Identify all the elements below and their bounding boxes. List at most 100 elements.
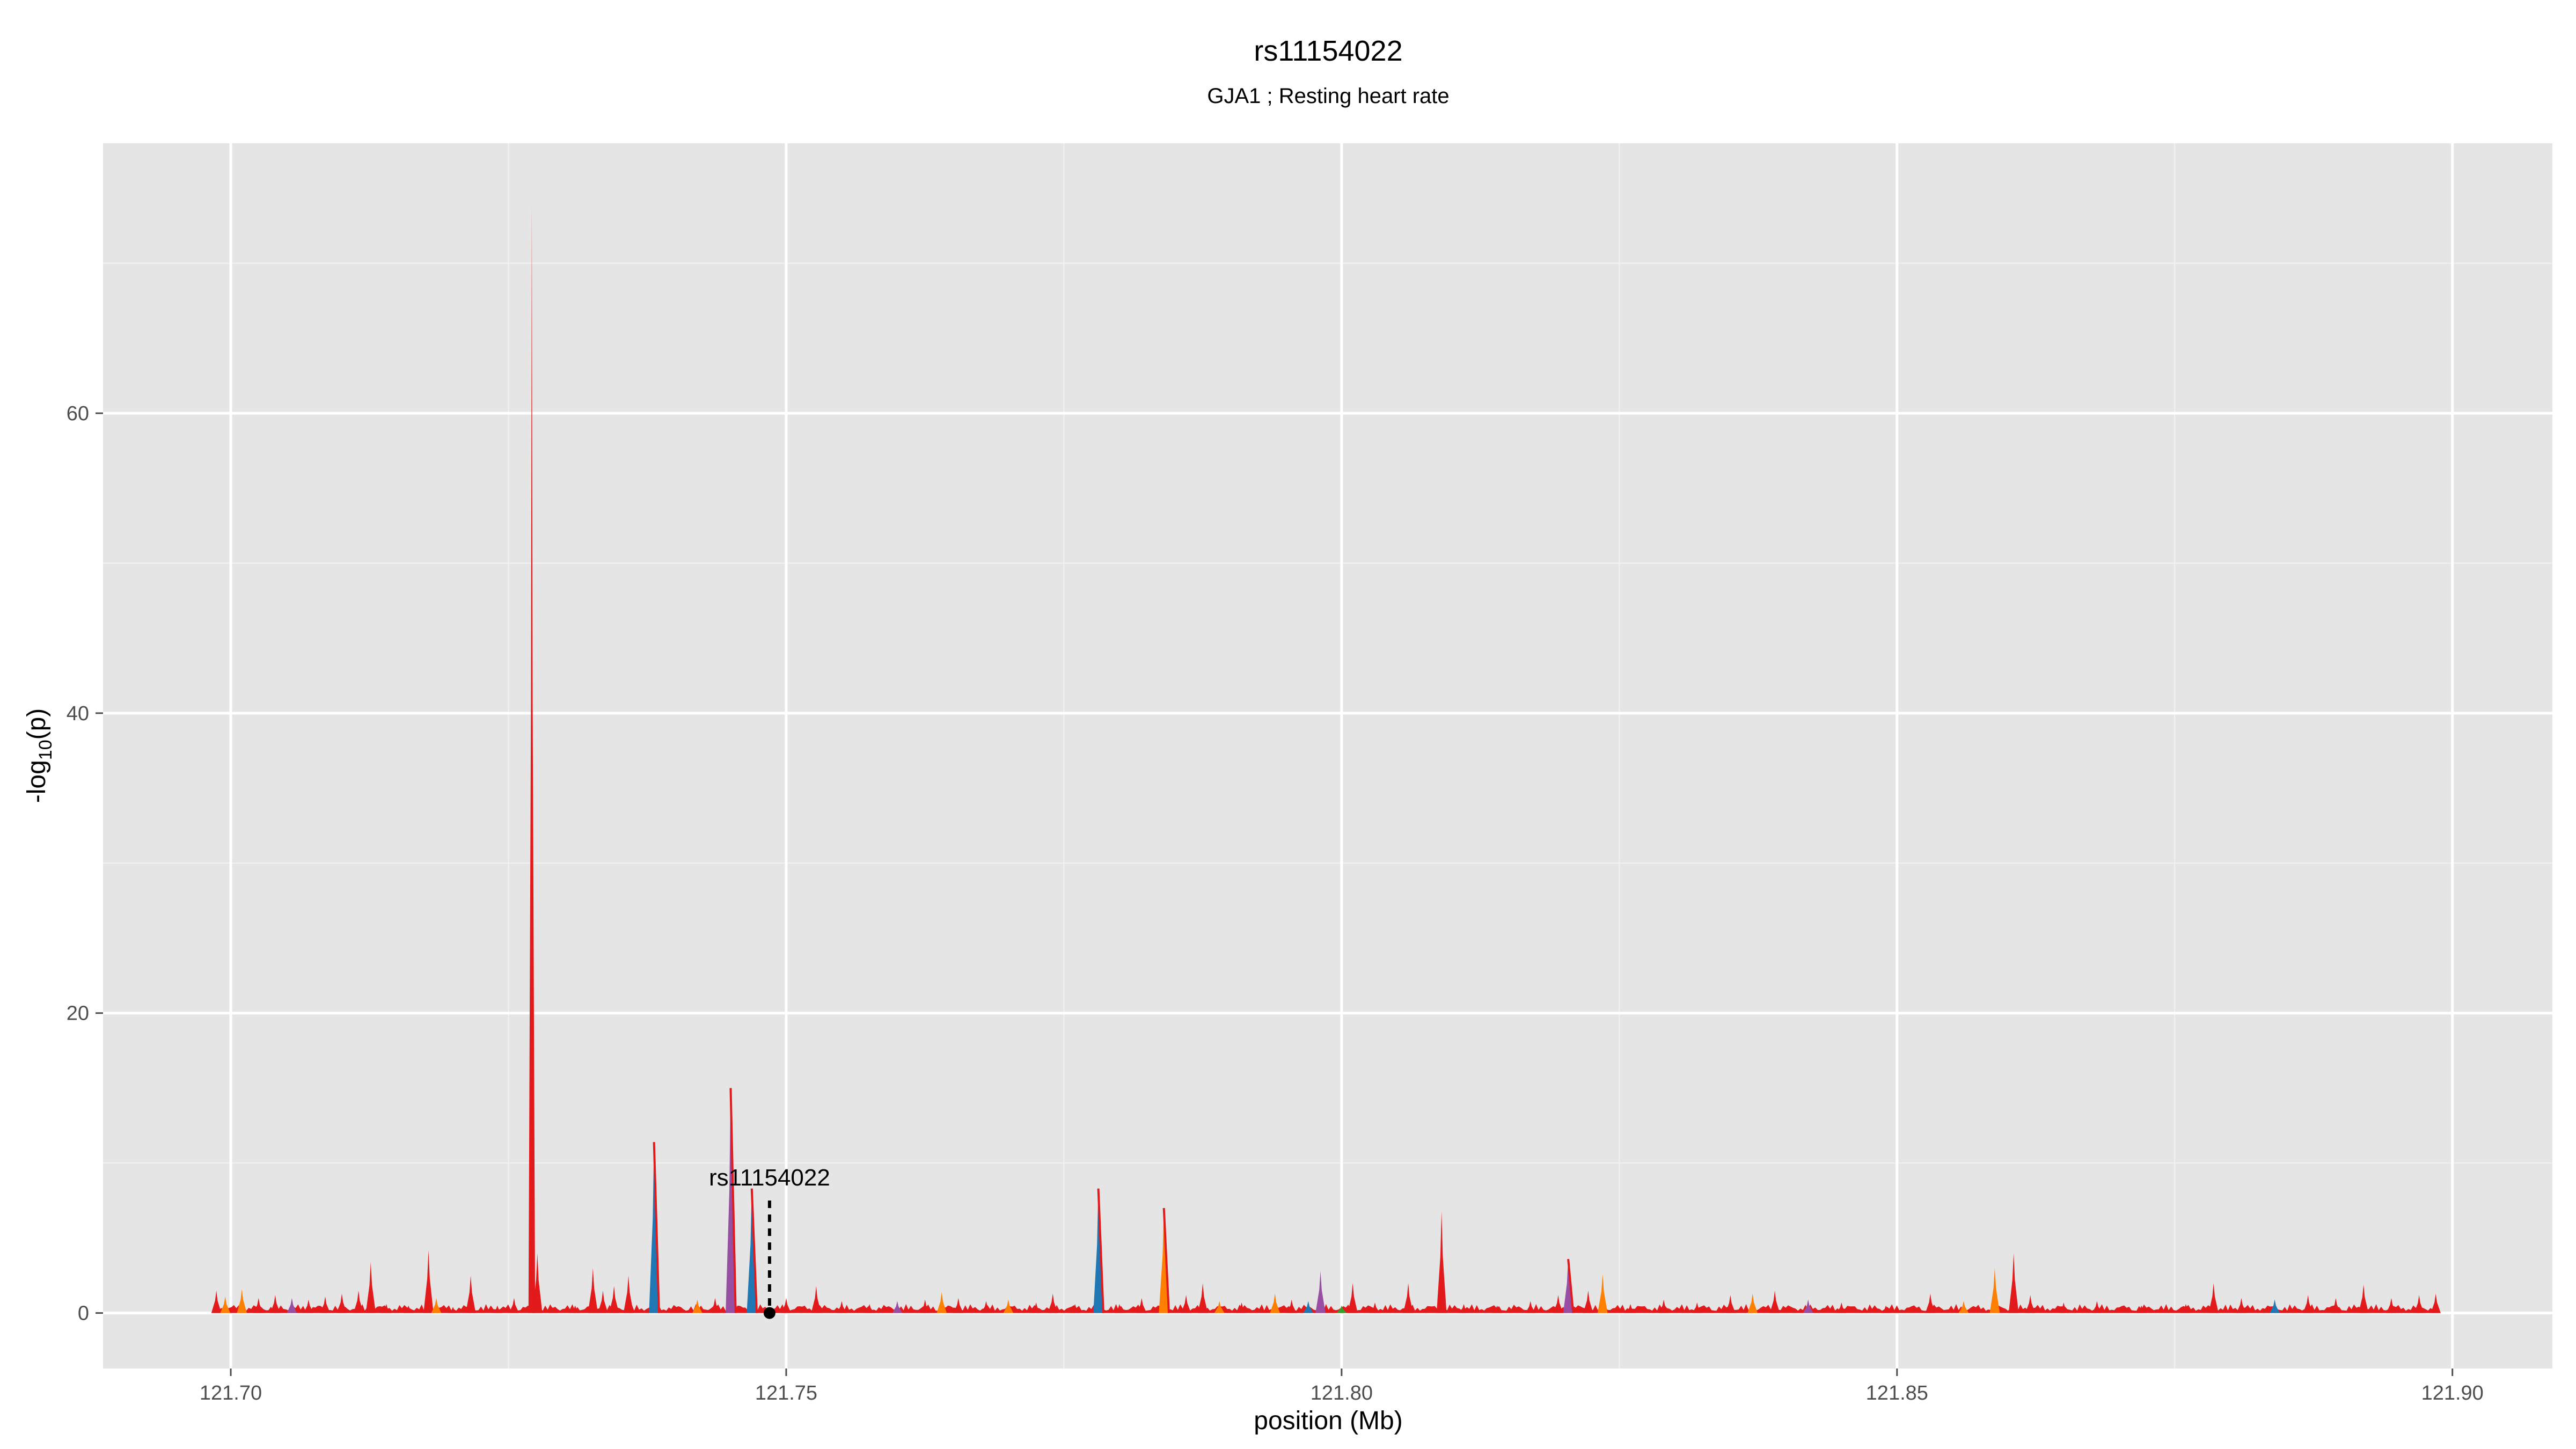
peak [1492, 1305, 1502, 1313]
peak [747, 1188, 757, 1313]
peak [781, 1298, 792, 1313]
grid-minor [103, 143, 2552, 1368]
peak [1236, 1302, 1247, 1313]
peak [2025, 1295, 2036, 1313]
peak [1925, 1293, 1936, 1313]
peak [2414, 1295, 2424, 1313]
peak [1370, 1302, 1380, 1313]
peak-edge [1162, 1208, 1170, 1313]
peak [2303, 1295, 2313, 1313]
plot-panel [103, 143, 2552, 1368]
peak [1553, 1295, 1563, 1313]
peak [649, 1142, 659, 1313]
peak [1003, 1299, 1014, 1313]
peak-edge [1097, 1188, 1104, 1313]
peak [528, 203, 536, 1313]
peak [1031, 1302, 1041, 1313]
peak [1989, 1268, 2000, 1313]
peak [1958, 1301, 1969, 1313]
peak [2008, 1253, 2019, 1313]
peak [1525, 1301, 1536, 1313]
peak [1747, 1293, 1758, 1313]
peak [365, 1262, 376, 1313]
peak [220, 1296, 230, 1313]
peak [320, 1296, 331, 1313]
peak [1348, 1283, 1358, 1313]
peak [403, 1305, 414, 1313]
peak [2180, 1304, 2191, 1313]
peak-edge [653, 1141, 660, 1313]
peak [1093, 1188, 1103, 1313]
peak [270, 1295, 281, 1313]
peak [953, 1298, 964, 1313]
peak [570, 1305, 580, 1313]
peak [1769, 1290, 1780, 1313]
y-axis-title-end: (p) [23, 708, 51, 740]
x-axis-ticks: 121.70 121.75 121.80 121.85 121.90 [200, 1368, 2484, 1404]
y-tick-label: 20 [67, 1002, 89, 1025]
highlight-layer: rs11154022 [709, 1165, 830, 1319]
peak [547, 1307, 558, 1313]
peak [1197, 1283, 1208, 1313]
peak [2136, 1305, 2147, 1313]
peak [532, 1253, 543, 1313]
peak [2236, 1298, 2246, 1313]
x-tick-label: 121.90 [2421, 1382, 2484, 1404]
peak [1286, 1299, 1297, 1313]
peak [864, 1304, 875, 1313]
peak [1725, 1295, 1736, 1313]
peak-edge [1567, 1258, 1575, 1313]
peak [2431, 1293, 2441, 1313]
peak [448, 1307, 458, 1313]
peak [2270, 1299, 2280, 1313]
peak [1214, 1301, 1225, 1313]
x-tick-label: 121.85 [1866, 1382, 1928, 1404]
peak [1403, 1283, 1414, 1313]
peak [726, 1088, 736, 1313]
peak [1048, 1293, 1058, 1313]
peak [431, 1298, 442, 1313]
peak [2208, 1283, 2219, 1313]
peak [2386, 1298, 2397, 1313]
peak [381, 1304, 392, 1313]
peak [303, 1299, 314, 1313]
peak [353, 1290, 364, 1313]
peak [892, 1301, 903, 1313]
peak [1181, 1295, 1191, 1313]
peak [509, 1298, 519, 1313]
peak [1597, 1274, 1608, 1313]
peak [423, 1250, 434, 1313]
peak [1336, 1305, 1347, 1313]
peak [623, 1275, 634, 1313]
peak [710, 1298, 720, 1313]
peak [465, 1275, 476, 1313]
peak [936, 1292, 947, 1313]
x-tick-label: 121.70 [200, 1382, 262, 1404]
peak [2092, 1301, 2102, 1313]
highlight-point [763, 1307, 775, 1319]
chart-subtitle: GJA1 ; Resting heart rate [1207, 84, 1449, 108]
peak [981, 1301, 991, 1313]
peak [837, 1301, 847, 1313]
peak [287, 1298, 297, 1313]
chart-title: rs11154022 [1254, 35, 1402, 67]
y-axis-title-main: -log [23, 760, 51, 803]
peak [1658, 1299, 1669, 1313]
y-axis-ticks: 0 20 40 60 [67, 402, 103, 1325]
peak [2058, 1302, 2069, 1313]
peak [492, 1305, 503, 1313]
peak [1159, 1208, 1169, 1313]
peak-edge [729, 1088, 737, 1313]
peak [588, 1268, 598, 1313]
x-tick-label: 121.80 [1311, 1382, 1373, 1404]
peak [1114, 1304, 1125, 1313]
peak [211, 1290, 222, 1313]
y-tick-label: 0 [78, 1302, 89, 1325]
peak [336, 1293, 347, 1313]
peak [1836, 1302, 1847, 1313]
peak [1625, 1304, 1636, 1313]
peak [811, 1286, 822, 1313]
y-tick-label: 60 [67, 402, 89, 425]
peak [2331, 1298, 2341, 1313]
